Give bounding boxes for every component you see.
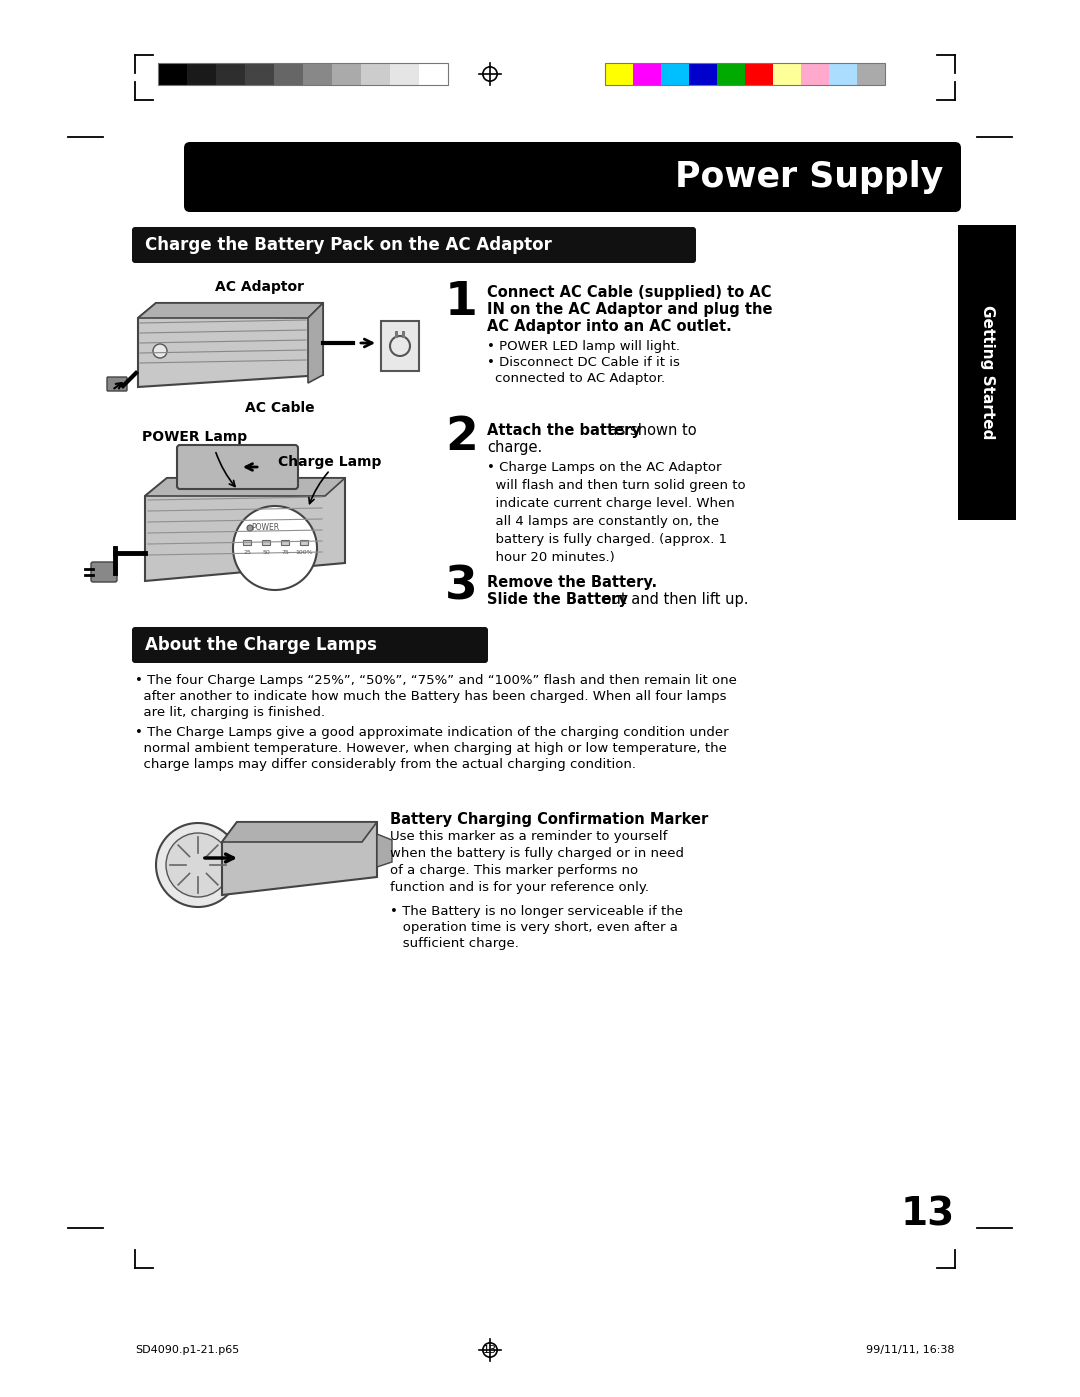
Text: Slide the Battery: Slide the Battery [487, 592, 627, 608]
FancyBboxPatch shape [107, 377, 127, 391]
Polygon shape [222, 821, 377, 842]
Text: • Charge Lamps on the AC Adaptor
  will flash and then turn solid green to
  ind: • Charge Lamps on the AC Adaptor will fl… [487, 461, 745, 564]
Text: normal ambient temperature. However, when charging at high or low temperature, t: normal ambient temperature. However, whe… [135, 742, 727, 754]
Bar [274, 63, 303, 85]
Polygon shape [145, 478, 345, 496]
Bar [158, 63, 448, 85]
Text: are lit, charging is finished.: are lit, charging is finished. [135, 705, 325, 719]
Bar [958, 225, 1016, 520]
Text: • POWER LED lamp will light.: • POWER LED lamp will light. [487, 339, 680, 353]
Text: connected to AC Adaptor.: connected to AC Adaptor. [495, 372, 665, 386]
Text: as shown to: as shown to [604, 423, 697, 439]
Bar [402, 331, 405, 338]
FancyBboxPatch shape [177, 446, 298, 489]
Text: 1: 1 [445, 279, 477, 326]
Bar [158, 63, 187, 85]
Bar [745, 63, 773, 85]
Bar [216, 63, 245, 85]
Bar [419, 63, 448, 85]
Text: • Disconnect DC Cable if it is: • Disconnect DC Cable if it is [487, 356, 680, 369]
Text: function and is for your reference only.: function and is for your reference only. [390, 882, 649, 894]
Text: POWER: POWER [251, 524, 279, 532]
Text: • The Charge Lamps give a good approximate indication of the charging condition : • The Charge Lamps give a good approxima… [135, 726, 729, 739]
Bar [300, 541, 308, 545]
Bar [262, 541, 270, 545]
Polygon shape [222, 821, 377, 895]
Bar [829, 63, 858, 85]
Text: Remove the Battery.: Remove the Battery. [487, 576, 657, 590]
Circle shape [156, 823, 240, 907]
Bar [717, 63, 745, 85]
Bar [773, 63, 801, 85]
Text: • The four Charge Lamps “25%”, “50%”, “75%” and “100%” flash and then remain lit: • The four Charge Lamps “25%”, “50%”, “7… [135, 673, 737, 687]
Bar [245, 63, 274, 85]
Circle shape [166, 833, 230, 897]
FancyBboxPatch shape [91, 562, 117, 583]
Circle shape [233, 506, 318, 590]
Text: Charge Lamp: Charge Lamp [279, 455, 381, 469]
Bar [332, 63, 361, 85]
FancyBboxPatch shape [132, 226, 696, 263]
Text: Getting Started: Getting Started [980, 306, 995, 440]
Text: out and then lift up.: out and then lift up. [597, 592, 748, 608]
Bar [390, 63, 419, 85]
Text: 50: 50 [262, 550, 270, 555]
Circle shape [153, 344, 167, 358]
Text: 2: 2 [445, 415, 477, 460]
Bar [243, 541, 251, 545]
Bar [801, 63, 829, 85]
Bar [689, 63, 717, 85]
Text: sufficient charge.: sufficient charge. [390, 937, 518, 950]
Text: 13: 13 [901, 1194, 955, 1234]
Polygon shape [138, 303, 323, 387]
Text: 99/11/11, 16:38: 99/11/11, 16:38 [866, 1345, 955, 1355]
Bar [187, 63, 216, 85]
Bar [858, 63, 885, 85]
Text: About the Charge Lamps: About the Charge Lamps [145, 636, 377, 654]
FancyBboxPatch shape [184, 142, 961, 212]
Bar [361, 63, 390, 85]
Text: POWER Lamp: POWER Lamp [143, 430, 247, 444]
Text: of a charge. This marker performs no: of a charge. This marker performs no [390, 863, 638, 877]
Text: 75: 75 [281, 550, 289, 555]
Polygon shape [377, 834, 392, 868]
Text: Charge the Battery Pack on the AC Adaptor: Charge the Battery Pack on the AC Adapto… [145, 236, 552, 254]
Text: charge lamps may differ considerably from the actual charging condition.: charge lamps may differ considerably fro… [135, 759, 636, 771]
Text: when the battery is fully charged or in need: when the battery is fully charged or in … [390, 847, 684, 861]
Polygon shape [145, 478, 345, 581]
Text: operation time is very short, even after a: operation time is very short, even after… [390, 921, 678, 935]
Text: AC Adaptor: AC Adaptor [215, 279, 303, 293]
Text: 100%: 100% [295, 550, 313, 555]
Bar [281, 541, 289, 545]
Text: charge.: charge. [487, 440, 542, 455]
Bar [661, 63, 689, 85]
Bar [605, 63, 885, 85]
Text: • The Battery is no longer serviceable if the: • The Battery is no longer serviceable i… [390, 905, 683, 918]
Text: Connect AC Cable (supplied) to AC: Connect AC Cable (supplied) to AC [487, 285, 771, 300]
Text: Use this marker as a reminder to yourself: Use this marker as a reminder to yoursel… [390, 830, 667, 842]
Polygon shape [138, 303, 323, 319]
Text: 25: 25 [243, 550, 251, 555]
Text: AC Cable: AC Cable [245, 401, 314, 415]
Bar [395, 331, 399, 338]
Bar [381, 321, 419, 372]
Text: IN on the AC Adaptor and plug the: IN on the AC Adaptor and plug the [487, 302, 772, 317]
Text: Attach the battery: Attach the battery [487, 423, 640, 439]
Circle shape [247, 525, 253, 531]
Text: Battery Charging Confirmation Marker: Battery Charging Confirmation Marker [390, 812, 708, 827]
Text: AC Adaptor into an AC outlet.: AC Adaptor into an AC outlet. [487, 319, 732, 334]
Text: 13: 13 [483, 1345, 497, 1355]
Bar [605, 63, 633, 85]
Text: after another to indicate how much the Battery has been charged. When all four l: after another to indicate how much the B… [135, 690, 727, 703]
Text: Power Supply: Power Supply [675, 161, 943, 194]
Polygon shape [308, 303, 323, 383]
Bar [303, 63, 332, 85]
FancyBboxPatch shape [132, 627, 488, 664]
Text: SD4090.p1-21.p65: SD4090.p1-21.p65 [135, 1345, 240, 1355]
Text: 3: 3 [445, 564, 477, 610]
Bar [633, 63, 661, 85]
